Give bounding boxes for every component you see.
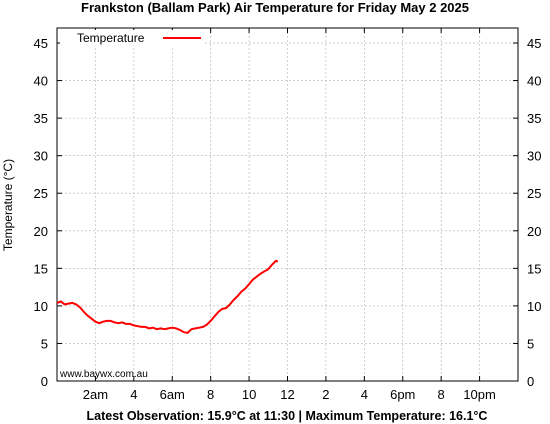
y-axis-label: Temperature (°C) bbox=[1, 159, 15, 251]
x-tick-label: 2am bbox=[83, 387, 108, 402]
y-tick-label-right: 25 bbox=[527, 186, 541, 201]
x-tick-label: 2 bbox=[322, 387, 329, 402]
chart-title: Frankston (Ballam Park) Air Temperature … bbox=[81, 0, 469, 15]
y-tick-label-right: 15 bbox=[527, 261, 541, 276]
series-line-temperature bbox=[56, 259, 279, 334]
y-tick-label-left: 35 bbox=[34, 111, 48, 126]
x-tick-label: 12 bbox=[280, 387, 294, 402]
y-tick-label-left: 15 bbox=[34, 261, 48, 276]
y-tick-label-left: 10 bbox=[34, 299, 48, 314]
y-tick-label-left: 5 bbox=[41, 336, 48, 351]
y-tick-label-right: 10 bbox=[527, 299, 541, 314]
y-tick-label-left: 25 bbox=[34, 186, 48, 201]
y-tick-label-right: 30 bbox=[527, 149, 541, 164]
x-tick-label: 8 bbox=[438, 387, 445, 402]
y-tick-label-right: 40 bbox=[527, 74, 541, 89]
y-tick-label-right: 35 bbox=[527, 111, 541, 126]
x-tick-label: 10 bbox=[242, 387, 256, 402]
x-tick-label: 10pm bbox=[463, 387, 496, 402]
y-tick-label-left: 40 bbox=[34, 74, 48, 89]
y-tick-label-left: 0 bbox=[41, 374, 48, 389]
y-tick-label-left: 45 bbox=[34, 36, 48, 51]
y-tick-label-left: 20 bbox=[34, 224, 48, 239]
x-tick-label: 8 bbox=[207, 387, 214, 402]
y-tick-label-left: 30 bbox=[34, 149, 48, 164]
x-tick-label: 6am bbox=[160, 387, 185, 402]
legend-label-temperature: Temperature bbox=[77, 31, 145, 45]
ticks-layer: 0 0 5 5 10 10 15 15 20 20 25 25 30 30 35 35 40 40 45 45 2am 4… bbox=[34, 28, 541, 402]
y-tick-label-right: 45 bbox=[527, 36, 541, 51]
x-tick-label: 6pm bbox=[390, 387, 415, 402]
y-tick-label-right: 5 bbox=[527, 336, 534, 351]
legend-box bbox=[60, 30, 205, 46]
y-tick-label-right: 0 bbox=[527, 374, 534, 389]
y-tick-label-right: 20 bbox=[527, 224, 541, 239]
legend: Temperature bbox=[60, 30, 205, 46]
x-tick-label: 4 bbox=[361, 387, 368, 402]
watermark: www.baywx.com.au bbox=[59, 369, 148, 380]
grid-layer bbox=[57, 28, 518, 381]
x-tick-label: 4 bbox=[130, 387, 137, 402]
footer-summary: Latest Observation: 15.9°C at 11:30 | Ma… bbox=[87, 409, 488, 423]
series-layer bbox=[56, 259, 279, 334]
